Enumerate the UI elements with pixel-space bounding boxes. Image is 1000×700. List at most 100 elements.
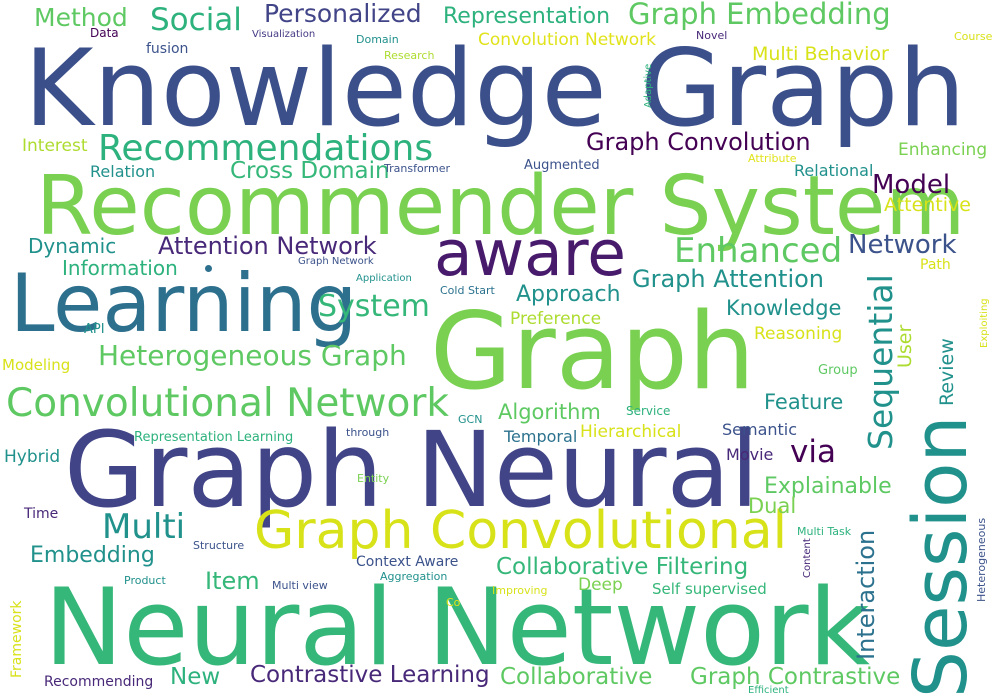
word: Representation [443,4,611,29]
word: API [84,322,105,337]
word: Novel [696,29,728,42]
word: Session [898,415,984,698]
word: GCN [458,413,483,426]
word: Algorithm [498,400,601,424]
word: fusion [146,41,189,57]
word: Path [920,257,951,273]
word: Recommendations [98,128,434,169]
word: Learning [10,257,358,350]
word: Course [954,30,993,43]
word: Semantic [722,420,798,439]
word: Framework [9,600,25,679]
dot [205,265,212,272]
word: Multi Task [797,525,852,538]
word: Adaptive [643,63,654,108]
word: Convolutional Network [6,381,449,426]
word: Interaction [852,529,880,660]
word: Self supervised [652,580,767,598]
word: Method [34,3,128,32]
word: Graph Contrastive [690,664,901,690]
word: Approach [516,282,621,307]
word: Content [802,538,813,578]
word: Aggregation [380,570,448,583]
word: Heterogeneous [975,517,988,602]
word: Feature [764,390,844,414]
word: Recommender System [36,159,966,254]
word: Exploiting [979,298,990,348]
word: Item [205,567,260,595]
word: Movie [726,445,774,464]
word: System [318,289,430,324]
word: Application [356,273,412,284]
word: Augmented [524,158,600,173]
word: Product [124,574,166,587]
word: Graph Convolution [586,128,811,156]
word: Multi view [272,579,328,592]
word: User [894,324,916,368]
word: Heterogeneous Graph [98,339,407,372]
word: Visualization [252,29,316,40]
word: Temporal [504,427,578,446]
word: Multi [102,507,186,547]
word: Graph Embedding [628,0,891,31]
word: Hierarchical [580,422,682,442]
word: Group [818,363,858,378]
word: Contrastive Learning [250,662,490,688]
word: Collaborative Filtering [496,554,749,580]
word: Hybrid [4,447,61,467]
word: Neural Network [44,566,870,689]
word: Model [872,170,951,200]
word: Domain [356,33,399,46]
word: Convolution Network [478,30,656,50]
word: Dual [748,494,797,518]
word: Dynamic [28,234,117,258]
word: Structure [193,539,245,552]
word: Embedding [30,543,155,568]
word: Information [62,256,178,280]
word: Data [90,26,119,40]
word: Personalized [264,0,422,28]
word: Knowledge Graph [24,27,966,150]
word: Reasoning [754,324,843,344]
word: aware [434,217,627,290]
word: Sequential [861,274,900,450]
word: Collaborative [500,664,653,690]
word: Relational [794,161,874,180]
word: Relation [90,162,156,181]
word: via [790,434,836,470]
word: Modeling [2,356,71,374]
word: Preference [510,309,602,329]
word: Network [848,230,957,260]
word: Review [936,338,958,406]
word: Graph Neural [64,409,760,531]
word: Attentive [884,194,971,216]
word: Context Aware [356,554,459,570]
word: Deep [578,575,623,595]
word: Enhancing [898,140,988,160]
word: Explainable [764,474,892,499]
word: Efficient [748,685,789,696]
word: Service [626,404,671,418]
word: Research [384,49,435,62]
word: Co [446,596,461,609]
word: Graph Network [298,256,374,267]
word: Knowledge [726,296,842,320]
word: Interest [22,136,88,156]
word: Multi Behavior [752,43,889,65]
word: Attention Network [158,232,377,260]
word: Entity [357,472,390,485]
word: Time [24,506,59,522]
word: Cold Start [440,284,495,297]
word: Representation Learning [134,430,294,445]
word: Enhanced [674,231,843,271]
word: Graph Convolutional [254,501,788,561]
word: Cross Domain [230,158,390,184]
word: Transformer [384,162,451,175]
word: Improving [492,584,548,597]
word: Social [150,2,242,38]
word: Graph [430,290,756,413]
word: Graph Attention [632,265,825,293]
word: New [170,664,221,690]
word: Attribute [748,152,797,165]
